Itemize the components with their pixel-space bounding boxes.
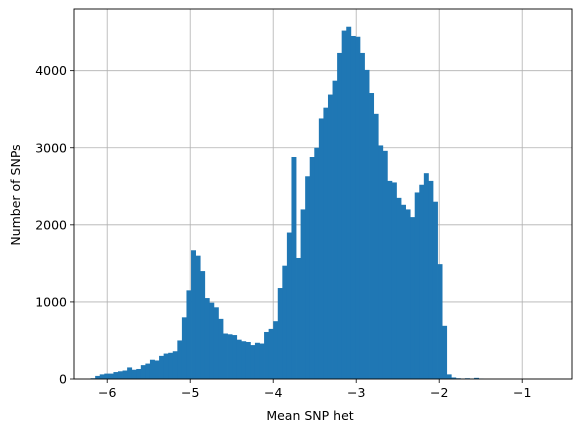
histogram-bar bbox=[442, 325, 448, 379]
y-tick-label: 4000 bbox=[35, 63, 67, 78]
histogram-bar bbox=[474, 377, 480, 379]
histogram-bar bbox=[401, 204, 406, 379]
x-axis-label: Mean SNP het bbox=[266, 408, 353, 423]
histogram-bar bbox=[277, 288, 283, 379]
histogram-bar bbox=[327, 94, 333, 379]
histogram-bar bbox=[387, 180, 393, 379]
histogram-bar bbox=[108, 373, 114, 379]
x-tick-label: −4 bbox=[264, 385, 282, 400]
histogram-bar bbox=[286, 232, 292, 379]
histogram-bar bbox=[181, 317, 187, 379]
x-tick-label: −5 bbox=[181, 385, 199, 400]
plot-frame bbox=[73, 8, 573, 380]
histogram-bar bbox=[355, 36, 361, 379]
histogram-bar bbox=[282, 265, 288, 379]
histogram-bar bbox=[140, 365, 146, 379]
histogram-bar bbox=[145, 363, 151, 379]
histogram-bar bbox=[227, 334, 233, 379]
y-axis-label: Number of SNPs bbox=[8, 144, 23, 245]
histogram-bar bbox=[309, 157, 315, 379]
histogram-bar bbox=[209, 302, 215, 379]
histogram-bar bbox=[99, 374, 105, 379]
histogram-bar bbox=[195, 255, 201, 379]
histogram-bar bbox=[410, 217, 416, 379]
histogram-bar bbox=[364, 69, 370, 379]
histogram-bar bbox=[296, 257, 301, 379]
histogram-bar bbox=[159, 355, 165, 379]
histogram-bar bbox=[428, 180, 434, 379]
x-tick-label: −3 bbox=[347, 385, 365, 400]
histogram-bar bbox=[213, 307, 219, 379]
histogram-bar bbox=[168, 352, 174, 379]
histogram-bar bbox=[359, 52, 365, 379]
histogram-bar bbox=[405, 209, 411, 379]
histogram-bar bbox=[268, 328, 274, 379]
histogram-bar bbox=[414, 192, 420, 379]
histogram-bar bbox=[437, 264, 443, 379]
x-tick-label: −1 bbox=[513, 385, 531, 400]
histogram-bar bbox=[373, 113, 379, 379]
y-tick-label: 0 bbox=[59, 372, 67, 387]
histogram-bar bbox=[451, 377, 457, 379]
histogram-bar bbox=[232, 335, 238, 379]
histogram-bar bbox=[136, 368, 142, 379]
histogram-bar bbox=[378, 145, 384, 379]
y-tick-label: 1000 bbox=[35, 294, 67, 309]
histogram-bar bbox=[446, 374, 452, 379]
histogram-bar bbox=[117, 371, 123, 379]
histogram-bar bbox=[191, 250, 196, 379]
histogram-bar bbox=[318, 118, 324, 379]
histogram-bar bbox=[245, 342, 251, 379]
histogram-bar bbox=[163, 353, 169, 379]
histogram-bar bbox=[177, 340, 183, 379]
histogram-bar bbox=[250, 345, 256, 379]
histogram-bar bbox=[423, 173, 429, 379]
histogram-bar bbox=[95, 375, 101, 379]
histogram-bar bbox=[127, 367, 133, 379]
histogram-bar bbox=[273, 321, 279, 379]
histogram-bars bbox=[90, 26, 484, 380]
y-tick-label: 3000 bbox=[35, 140, 67, 155]
histogram-bar bbox=[200, 271, 206, 379]
histogram-bar bbox=[419, 184, 425, 379]
histogram-bar bbox=[172, 351, 178, 379]
histogram-bar bbox=[300, 209, 306, 379]
histogram-bar bbox=[350, 35, 356, 380]
histogram-bar bbox=[236, 339, 242, 379]
x-tick-label: −2 bbox=[430, 385, 448, 400]
histogram-bar bbox=[218, 318, 224, 379]
histogram-bar bbox=[382, 150, 388, 379]
histogram-bar bbox=[149, 359, 155, 379]
histogram-bar bbox=[259, 343, 265, 379]
x-tick-label: −6 bbox=[98, 385, 116, 400]
histogram-bar bbox=[113, 372, 119, 379]
histogram-bar bbox=[305, 176, 311, 379]
histogram-bar bbox=[337, 52, 343, 379]
histogram-bar bbox=[314, 147, 320, 379]
histogram-bar bbox=[346, 26, 352, 380]
histogram-bar bbox=[186, 290, 192, 379]
histogram-bar bbox=[154, 360, 160, 379]
histogram-bar bbox=[241, 341, 247, 379]
y-axis-ticks: 0 1000 2000 3000 4000 bbox=[35, 63, 74, 387]
x-axis-ticks: −6 −5 −4 −3 −2 −1 bbox=[98, 379, 531, 400]
histogram-bar bbox=[396, 197, 402, 379]
histogram-bar bbox=[369, 93, 375, 379]
histogram-bar bbox=[122, 370, 128, 379]
y-tick-label: 2000 bbox=[35, 217, 67, 232]
histogram-bar bbox=[254, 342, 260, 379]
histogram-bar bbox=[104, 373, 110, 379]
histogram-bar bbox=[391, 182, 397, 379]
histogram-bar bbox=[432, 201, 438, 379]
histogram-bar bbox=[341, 30, 347, 379]
histogram-bar bbox=[323, 107, 329, 380]
histogram-bar bbox=[204, 298, 210, 379]
histogram-bar bbox=[332, 80, 338, 379]
histogram-bar bbox=[264, 331, 270, 379]
histogram-bar bbox=[291, 157, 297, 379]
histogram-bar bbox=[131, 369, 137, 379]
histogram-bar bbox=[222, 333, 228, 379]
